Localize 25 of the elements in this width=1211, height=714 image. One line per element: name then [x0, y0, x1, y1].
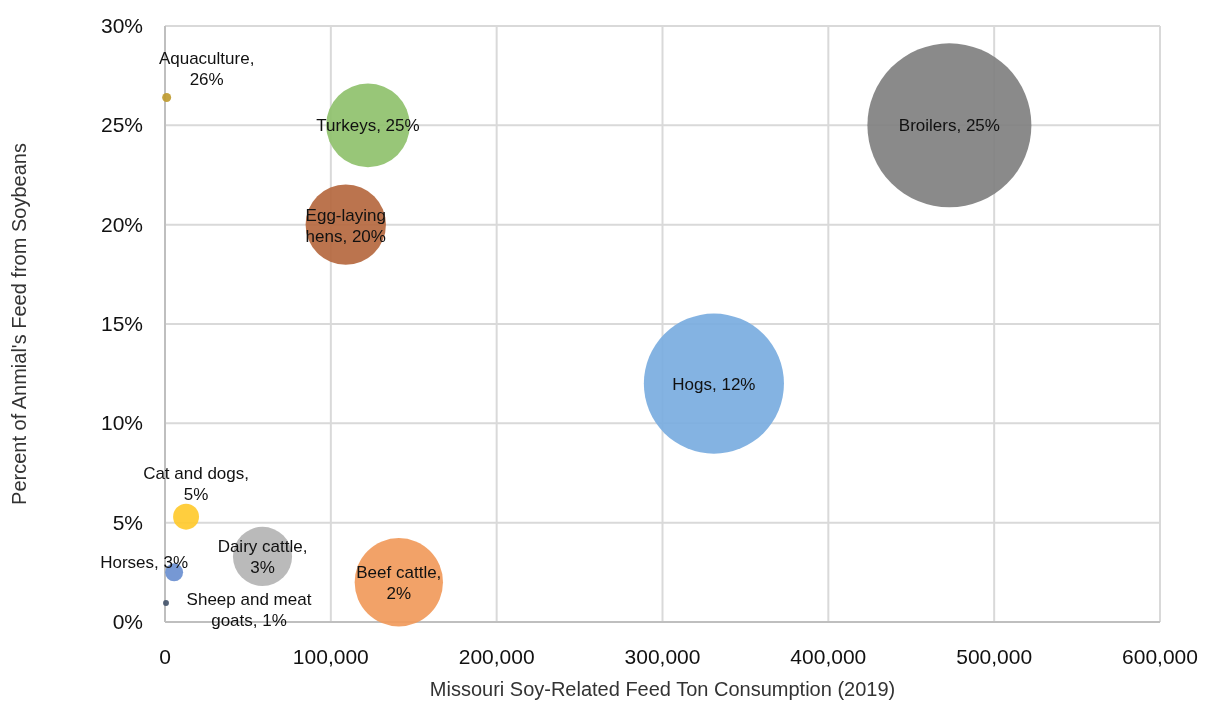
data-label: Beef cattle, 2%	[356, 563, 442, 604]
y-axis-title: Percent of Anmial's Feed from Soybeans	[8, 143, 30, 505]
y-tick-label: 30%	[100, 14, 143, 37]
data-label: Hogs, 12%	[672, 374, 756, 394]
data-label: Aquaculture, 26%	[158, 48, 255, 89]
x-tick-label: 0	[159, 645, 171, 668]
x-tick-label: 400,000	[790, 645, 867, 668]
x-tick-label: 100,000	[292, 645, 369, 668]
y-tick-label: 15%	[100, 312, 143, 335]
x-tick-label: 200,000	[458, 645, 535, 668]
y-tick-label: 10%	[100, 411, 143, 435]
data-label: Dairy cattle, 3%	[217, 537, 308, 578]
data-label: Broilers, 25%	[898, 116, 1000, 136]
x-axis-title: Missouri Soy-Related Feed Ton Consumption (2019)	[429, 678, 896, 700]
data-label: Horses, 3%	[100, 553, 189, 573]
data-label: Sheep and meat goats, 1%	[186, 589, 312, 630]
data-label: Cat and dogs, 5%	[143, 463, 249, 504]
y-tick-label: 20%	[100, 212, 143, 236]
x-tick-label: 600,000	[1122, 645, 1198, 668]
y-tick-label: 25%	[100, 113, 143, 137]
x-tick-label: 500,000	[956, 645, 1033, 668]
y-tick-label: 5%	[112, 510, 143, 534]
x-tick-label: 300,000	[624, 645, 701, 668]
y-tick-label: 0%	[112, 610, 143, 633]
data-label: Turkeys, 25%	[316, 116, 420, 136]
